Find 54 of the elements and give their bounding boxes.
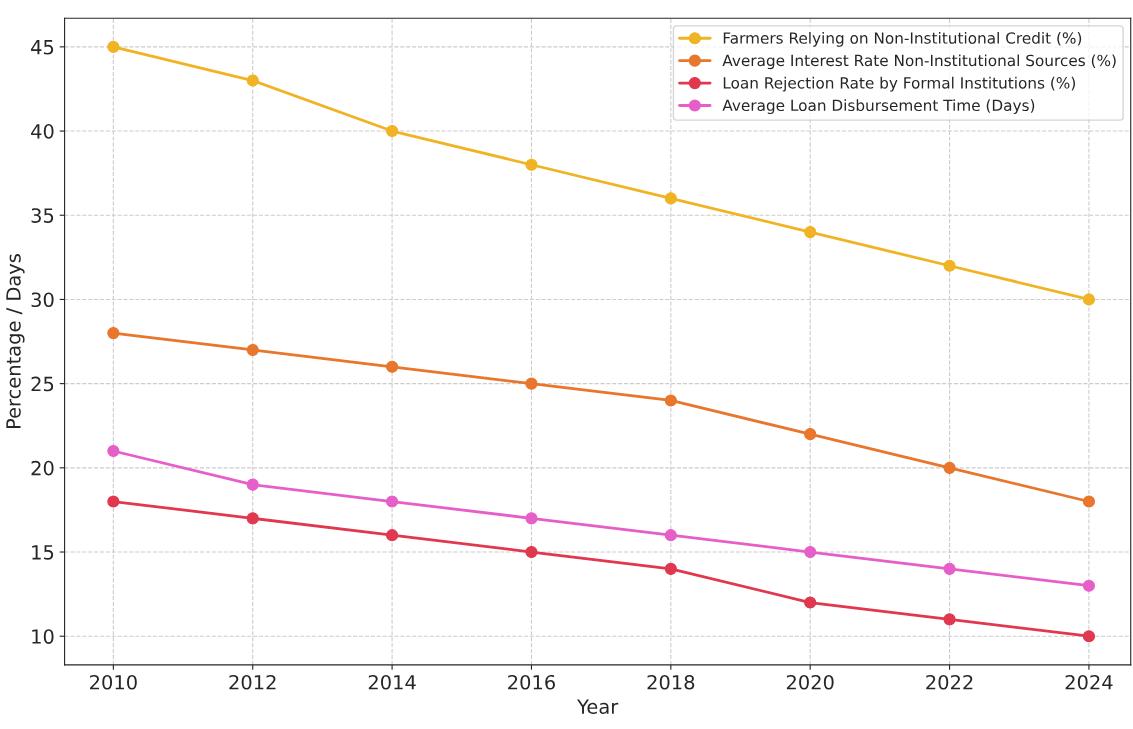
point [107,40,120,53]
point [525,512,538,525]
legend-label: Loan Rejection Rate by Formal Institutions (%) [723,76,1075,92]
point [386,360,399,373]
legend-label: Farmers Relying on Non-Institutional Credit (%) [723,31,1082,47]
x-tick-label: 2024 [1065,674,1113,690]
point [386,529,399,542]
point [1082,630,1095,643]
point [246,512,259,525]
legend-label: Average Interest Rate Non-Institutional Sources (%) [722,54,1116,70]
point [525,545,538,559]
point [525,158,538,171]
point [107,444,120,458]
point [386,124,399,138]
y-tick-label: 10 [32,629,54,644]
y-tick-label: 20 [31,460,54,476]
point [664,562,677,575]
point [386,495,399,508]
y-tick-label: 30 [31,292,54,308]
x-tick-label: 2010 [90,674,137,690]
point [107,495,120,508]
y-tick-label: 25 [31,376,54,392]
point [525,377,538,390]
x-axis-title: Year [577,699,619,714]
y-tick-label: 35 [31,208,54,223]
point [664,529,677,542]
point [1082,293,1095,306]
point [804,226,817,239]
x-tick-label: 2022 [926,674,973,690]
point [246,478,259,491]
point [664,192,677,205]
point [943,613,956,626]
x-tick-label: 2014 [368,674,416,690]
y-tick-label: 15 [32,545,54,560]
x-tick-label: 2020 [786,674,834,690]
y-tick-label: 45 [31,40,54,55]
x-tick-label: 2018 [647,674,695,690]
point [664,394,677,407]
point [246,74,259,87]
point [107,327,120,340]
point [804,596,817,609]
point [1082,579,1095,592]
point [246,343,259,357]
y-tick-label: 40 [31,124,54,139]
point [943,461,956,474]
point [804,428,817,441]
point [943,562,956,575]
point [804,545,817,559]
x-tick-label: 2012 [229,674,276,690]
point [943,259,956,272]
legend-label: Average Loan Disbursement Time (Days) [722,99,1035,115]
y-axis-title: Percentage / Days [6,254,25,429]
point [1082,495,1095,508]
x-tick-label: 2016 [508,674,555,690]
